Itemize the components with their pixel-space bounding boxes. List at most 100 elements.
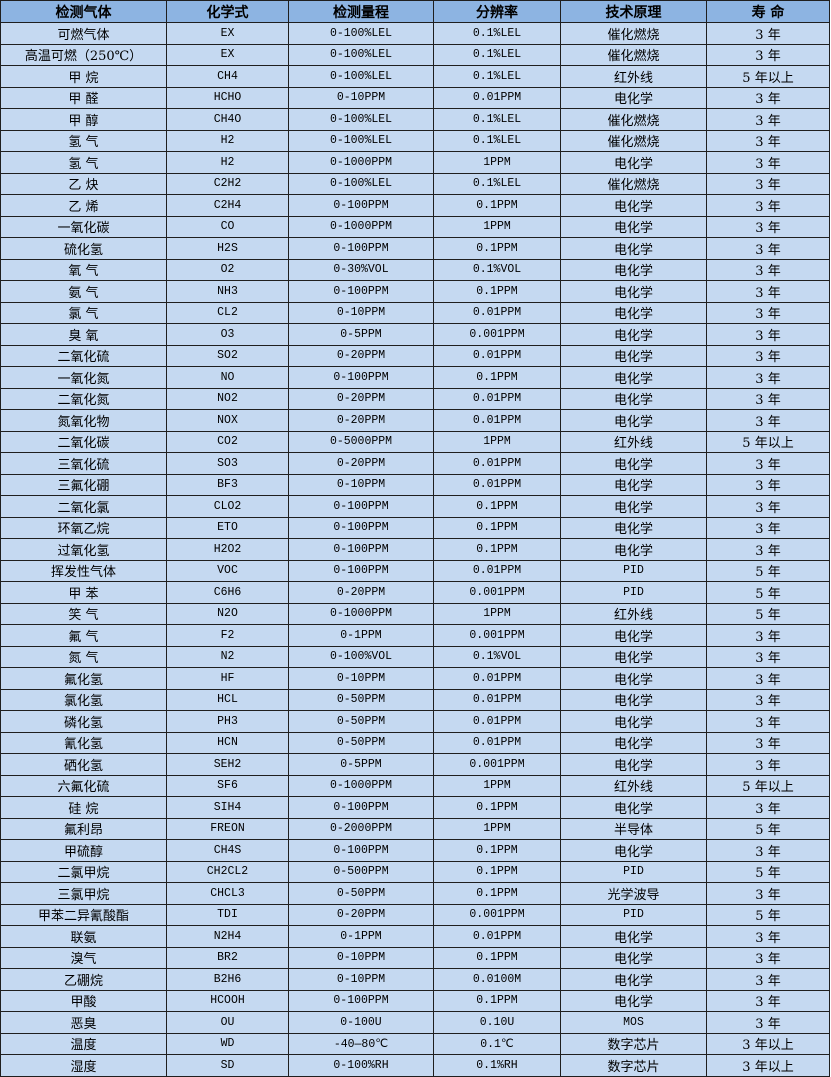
table-row: 甲苯二异氰酸酯 TDI 0-20PPM 0.001PPM PID 5 年 <box>0 903 830 926</box>
cell-range: 0-10PPM <box>288 667 434 690</box>
cell-range: 0-100PPM <box>288 237 434 260</box>
cell-range: 0-100PPM <box>288 989 434 1012</box>
cell-resolution: 0.001PPM <box>433 581 561 604</box>
cell-resolution: 1PPM <box>433 215 561 238</box>
cell-principle: 电化学 <box>560 925 707 948</box>
cell-principle: 电化学 <box>560 366 707 389</box>
cell-principle: 电化学 <box>560 258 707 281</box>
cell-resolution: 0.1%LEL <box>433 172 561 195</box>
cell-gas-name: 乙硼烷 <box>0 968 167 991</box>
cell-resolution: 0.01PPM <box>433 301 561 324</box>
cell-lifespan: 3 年 <box>706 645 830 668</box>
table-row: 二氧化氮 NO2 0-20PPM 0.01PPM 电化学 3 年 <box>0 387 830 410</box>
cell-gas-name: 甲 烷 <box>0 65 167 88</box>
cell-gas-name: 氟化氢 <box>0 667 167 690</box>
cell-principle: 红外线 <box>560 430 707 453</box>
cell-lifespan: 3 年 <box>706 710 830 733</box>
cell-resolution: 0.1PPM <box>433 839 561 862</box>
cell-formula: SEH2 <box>166 753 289 776</box>
cell-lifespan: 3 年 <box>706 882 830 905</box>
table-row: 氢 气 H2 0-100%LEL 0.1%LEL 催化燃烧 3 年 <box>0 129 830 152</box>
table-row: 三氧化硫 SO3 0-20PPM 0.01PPM 电化学 3 年 <box>0 452 830 475</box>
cell-resolution: 0.01PPM <box>433 667 561 690</box>
table-row: 联氨 N2H4 0-1PPM 0.01PPM 电化学 3 年 <box>0 925 830 948</box>
cell-principle: 电化学 <box>560 387 707 410</box>
cell-formula: FREON <box>166 817 289 840</box>
cell-resolution: 0.1PPM <box>433 989 561 1012</box>
cell-lifespan: 3 年 <box>706 925 830 948</box>
cell-range: 0-50PPM <box>288 882 434 905</box>
table-row: 氨 气 NH3 0-100PPM 0.1PPM 电化学 3 年 <box>0 280 830 303</box>
cell-range: 0-100%LEL <box>288 65 434 88</box>
cell-gas-name: 恶臭 <box>0 1011 167 1034</box>
cell-lifespan: 3 年 <box>706 1011 830 1034</box>
cell-range: 0-10PPM <box>288 968 434 991</box>
cell-principle: 电化学 <box>560 452 707 475</box>
cell-formula: SF6 <box>166 774 289 797</box>
cell-principle: 电化学 <box>560 839 707 862</box>
cell-principle: 电化学 <box>560 516 707 539</box>
cell-principle: 电化学 <box>560 731 707 754</box>
cell-gas-name: 甲 醇 <box>0 108 167 131</box>
cell-principle: 催化燃烧 <box>560 108 707 131</box>
table-row: 溴气 BR2 0-10PPM 0.1PPM 电化学 3 年 <box>0 946 830 969</box>
cell-gas-name: 二氧化硫 <box>0 344 167 367</box>
table-row: 氟化氢 HF 0-10PPM 0.01PPM 电化学 3 年 <box>0 667 830 690</box>
cell-range: -40—80℃ <box>288 1032 434 1055</box>
cell-range: 0-50PPM <box>288 688 434 711</box>
cell-range: 0-100%LEL <box>288 129 434 152</box>
cell-gas-name: 硒化氢 <box>0 753 167 776</box>
cell-lifespan: 3 年 <box>706 753 830 776</box>
cell-resolution: 0.1%LEL <box>433 22 561 45</box>
cell-principle: 电化学 <box>560 215 707 238</box>
cell-formula: N2H4 <box>166 925 289 948</box>
cell-lifespan: 3 年 <box>706 839 830 862</box>
cell-lifespan: 3 年 <box>706 237 830 260</box>
cell-gas-name: 氟利昂 <box>0 817 167 840</box>
header-row: 检测气体 化学式 检测量程 分辨率 技术原理 寿 命 <box>0 0 830 23</box>
cell-principle: 电化学 <box>560 86 707 109</box>
cell-range: 0-100U <box>288 1011 434 1034</box>
cell-formula: SIH4 <box>166 796 289 819</box>
cell-formula: CH4S <box>166 839 289 862</box>
table-row: 二氧化碳 CO2 0-5000PPM 1PPM 红外线 5 年以上 <box>0 430 830 453</box>
cell-range: 0-500PPM <box>288 860 434 883</box>
cell-resolution: 0.1PPM <box>433 860 561 883</box>
table-row: 二氯甲烷 CH2CL2 0-500PPM 0.1PPM PID 5 年 <box>0 860 830 883</box>
header-principle: 技术原理 <box>560 0 707 23</box>
cell-gas-name: 氢 气 <box>0 151 167 174</box>
cell-resolution: 0.01PPM <box>433 409 561 432</box>
cell-gas-name: 二氧化氯 <box>0 495 167 518</box>
cell-principle: 催化燃烧 <box>560 129 707 152</box>
cell-gas-name: 六氟化硫 <box>0 774 167 797</box>
cell-formula: PH3 <box>166 710 289 733</box>
cell-range: 0-100%LEL <box>288 108 434 131</box>
cell-principle: 电化学 <box>560 710 707 733</box>
cell-range: 0-50PPM <box>288 731 434 754</box>
table-row: 甲 醛 HCHO 0-10PPM 0.01PPM 电化学 3 年 <box>0 86 830 109</box>
cell-formula: CHCL3 <box>166 882 289 905</box>
cell-lifespan: 5 年 <box>706 581 830 604</box>
cell-principle: 电化学 <box>560 473 707 496</box>
table-row: 一氧化氮 NO 0-100PPM 0.1PPM 电化学 3 年 <box>0 366 830 389</box>
table-row: 氯 气 CL2 0-10PPM 0.01PPM 电化学 3 年 <box>0 301 830 324</box>
cell-lifespan: 3 年 <box>706 387 830 410</box>
cell-resolution: 0.01PPM <box>433 925 561 948</box>
cell-principle: 红外线 <box>560 602 707 625</box>
table-row: 一氧化碳 CO 0-1000PPM 1PPM 电化学 3 年 <box>0 215 830 238</box>
cell-gas-name: 二氯甲烷 <box>0 860 167 883</box>
cell-gas-name: 挥发性气体 <box>0 559 167 582</box>
table-row: 乙 炔 C2H2 0-100%LEL 0.1%LEL 催化燃烧 3 年 <box>0 172 830 195</box>
cell-gas-name: 三氯甲烷 <box>0 882 167 905</box>
cell-principle: 红外线 <box>560 65 707 88</box>
cell-range: 0-20PPM <box>288 387 434 410</box>
cell-lifespan: 5 年以上 <box>706 65 830 88</box>
cell-range: 0-10PPM <box>288 86 434 109</box>
cell-gas-name: 一氧化氮 <box>0 366 167 389</box>
cell-lifespan: 3 年 <box>706 172 830 195</box>
cell-gas-name: 可燃气体 <box>0 22 167 45</box>
cell-resolution: 0.1%LEL <box>433 108 561 131</box>
cell-formula: N2O <box>166 602 289 625</box>
cell-range: 0-1PPM <box>288 624 434 647</box>
